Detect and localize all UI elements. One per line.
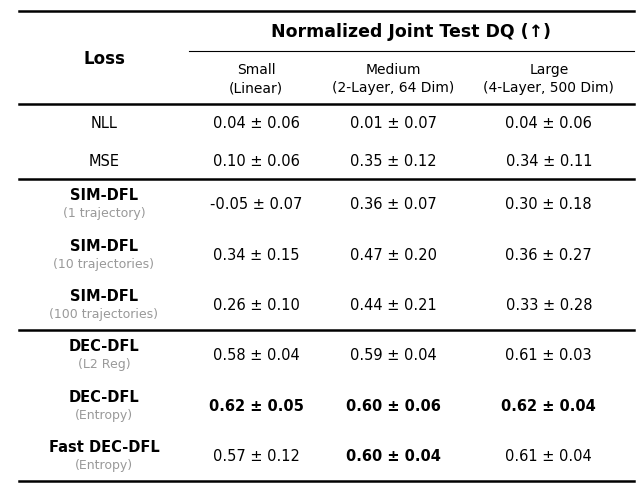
- Text: Medium
(2-Layer, 64 Dim): Medium (2-Layer, 64 Dim): [332, 62, 455, 95]
- Text: 0.36 ± 0.07: 0.36 ± 0.07: [350, 197, 437, 212]
- Text: -0.05 ± 0.07: -0.05 ± 0.07: [210, 197, 302, 212]
- Text: 0.57 ± 0.12: 0.57 ± 0.12: [212, 448, 300, 463]
- Text: 0.61 ± 0.04: 0.61 ± 0.04: [506, 448, 592, 463]
- Text: 0.58 ± 0.04: 0.58 ± 0.04: [212, 347, 300, 363]
- Text: 0.04 ± 0.06: 0.04 ± 0.06: [212, 116, 300, 131]
- Text: 0.61 ± 0.03: 0.61 ± 0.03: [506, 347, 592, 363]
- Text: (100 trajectories): (100 trajectories): [49, 307, 159, 321]
- Text: 0.04 ± 0.06: 0.04 ± 0.06: [506, 116, 592, 131]
- Text: 0.59 ± 0.04: 0.59 ± 0.04: [350, 347, 437, 363]
- Text: 0.26 ± 0.10: 0.26 ± 0.10: [212, 298, 300, 312]
- Text: Fast DEC-DFL: Fast DEC-DFL: [49, 439, 159, 454]
- Text: (L2 Reg): (L2 Reg): [77, 358, 131, 371]
- Text: 0.62 ± 0.05: 0.62 ± 0.05: [209, 398, 303, 413]
- Text: 0.60 ± 0.04: 0.60 ± 0.04: [346, 448, 441, 463]
- Text: Small
(Linear): Small (Linear): [229, 62, 283, 95]
- Text: (Entropy): (Entropy): [75, 458, 133, 471]
- Text: Loss: Loss: [83, 50, 125, 68]
- Text: SIM-DFL: SIM-DFL: [70, 188, 138, 203]
- Text: 0.62 ± 0.04: 0.62 ± 0.04: [501, 398, 596, 413]
- Text: DEC-DFL: DEC-DFL: [68, 339, 140, 354]
- Text: 0.60 ± 0.06: 0.60 ± 0.06: [346, 398, 441, 413]
- Text: 0.35 ± 0.12: 0.35 ± 0.12: [350, 153, 437, 168]
- Text: 0.34 ± 0.15: 0.34 ± 0.15: [212, 247, 300, 262]
- Text: 0.47 ± 0.20: 0.47 ± 0.20: [350, 247, 437, 262]
- Text: 0.30 ± 0.18: 0.30 ± 0.18: [506, 197, 592, 212]
- Text: (10 trajectories): (10 trajectories): [54, 257, 154, 270]
- Text: 0.01 ± 0.07: 0.01 ± 0.07: [350, 116, 437, 131]
- Text: Large
(4-Layer, 500 Dim): Large (4-Layer, 500 Dim): [483, 62, 614, 95]
- Text: 0.34 ± 0.11: 0.34 ± 0.11: [506, 153, 592, 168]
- Text: MSE: MSE: [88, 153, 120, 168]
- Text: SIM-DFL: SIM-DFL: [70, 288, 138, 304]
- Text: Normalized Joint Test DQ (↑): Normalized Joint Test DQ (↑): [271, 23, 551, 41]
- Text: (Entropy): (Entropy): [75, 408, 133, 421]
- Text: DEC-DFL: DEC-DFL: [68, 389, 140, 404]
- Text: 0.33 ± 0.28: 0.33 ± 0.28: [506, 298, 592, 312]
- Text: SIM-DFL: SIM-DFL: [70, 238, 138, 253]
- Text: 0.44 ± 0.21: 0.44 ± 0.21: [350, 298, 437, 312]
- Text: 0.36 ± 0.27: 0.36 ± 0.27: [506, 247, 592, 262]
- Text: 0.10 ± 0.06: 0.10 ± 0.06: [212, 153, 300, 168]
- Text: (1 trajectory): (1 trajectory): [63, 207, 145, 220]
- Text: NLL: NLL: [91, 116, 117, 131]
